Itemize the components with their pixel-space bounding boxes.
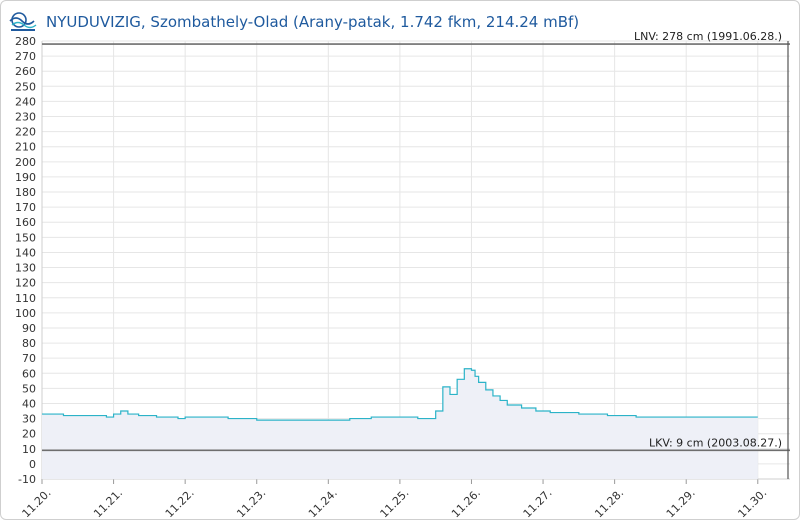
reference-lines: LNV: 278 cm (1991.06.28.) LKV: 9 cm (2003…: [42, 30, 790, 452]
y-tick-label: 250: [15, 80, 36, 93]
y-tick-label: 70: [22, 352, 36, 365]
y-tick-label: 80: [22, 337, 36, 350]
y-tick-label: 160: [15, 216, 36, 229]
y-tick-label: 170: [15, 201, 36, 214]
y-tick-label: 270: [15, 50, 36, 63]
x-tick-label: 11.25.: [378, 486, 412, 520]
x-tick-label: 11.22.: [163, 486, 197, 520]
y-tick-label: 230: [15, 111, 36, 124]
y-tick-label: 30: [22, 413, 36, 426]
x-tick-label: 11.29.: [664, 486, 698, 520]
y-tick-label: 60: [22, 367, 36, 380]
y-tick-label: 210: [15, 141, 36, 154]
x-tick-label: 11.27.: [521, 486, 555, 520]
y-tick-label: 50: [22, 382, 36, 395]
x-axis-ticks: 11.20. 11.21. 11.22. 11.23. 11.24. 11.25. 11.2…: [20, 486, 770, 520]
reference-line-label: LNV: 278 cm (1991.06.28.): [634, 30, 782, 43]
chart-title: NYUDUVIZIG, Szombathely-Olad (Arany-pata…: [46, 13, 580, 31]
y-tick-label: 220: [15, 126, 36, 139]
x-tick-label: 11.23.: [234, 486, 268, 520]
x-tick-label: 11.28.: [592, 486, 626, 520]
x-tick-label: 11.30.: [735, 486, 769, 520]
y-tick-label: 110: [15, 292, 36, 305]
y-tick-label: 20: [22, 428, 36, 441]
y-tick-label: -10: [18, 473, 36, 486]
x-tick-label: 11.24.: [306, 486, 340, 520]
series-area-fill: [42, 368, 758, 479]
y-tick-label: 190: [15, 171, 36, 184]
y-tick-label: 130: [15, 262, 36, 275]
y-tick-label: 40: [22, 397, 36, 410]
y-tick-label: 10: [22, 443, 36, 456]
y-tick-label: 280: [15, 35, 36, 48]
y-tick-label: 100: [15, 307, 36, 320]
nyuduvizig-logo-icon: [9, 12, 37, 31]
y-tick-label: 150: [15, 231, 36, 244]
reference-line-label: LKV: 9 cm (2003.08.27.): [649, 436, 782, 449]
y-tick-label: 260: [15, 65, 36, 78]
y-tick-label: 90: [22, 322, 36, 335]
x-tick-label: 11.21.: [91, 486, 125, 520]
chart-header: NYUDUVIZIG, Szombathely-Olad (Arany-pata…: [8, 9, 579, 35]
y-tick-label: 240: [15, 95, 36, 108]
y-tick-label: 0: [29, 458, 36, 471]
x-tick-label: 11.20.: [20, 486, 54, 520]
y-tick-label: 180: [15, 186, 36, 199]
y-tick-label: 140: [15, 246, 36, 259]
x-tick-label: 11.26.: [449, 486, 483, 520]
y-tick-label: 120: [15, 277, 36, 290]
series-line-water-level: [42, 368, 758, 421]
y-tick-label: 200: [15, 156, 36, 169]
y-axis-ticks: -10 0 10 20 30 40 50 60 70 80 90 100 110 120 130 140 150…: [15, 35, 36, 486]
